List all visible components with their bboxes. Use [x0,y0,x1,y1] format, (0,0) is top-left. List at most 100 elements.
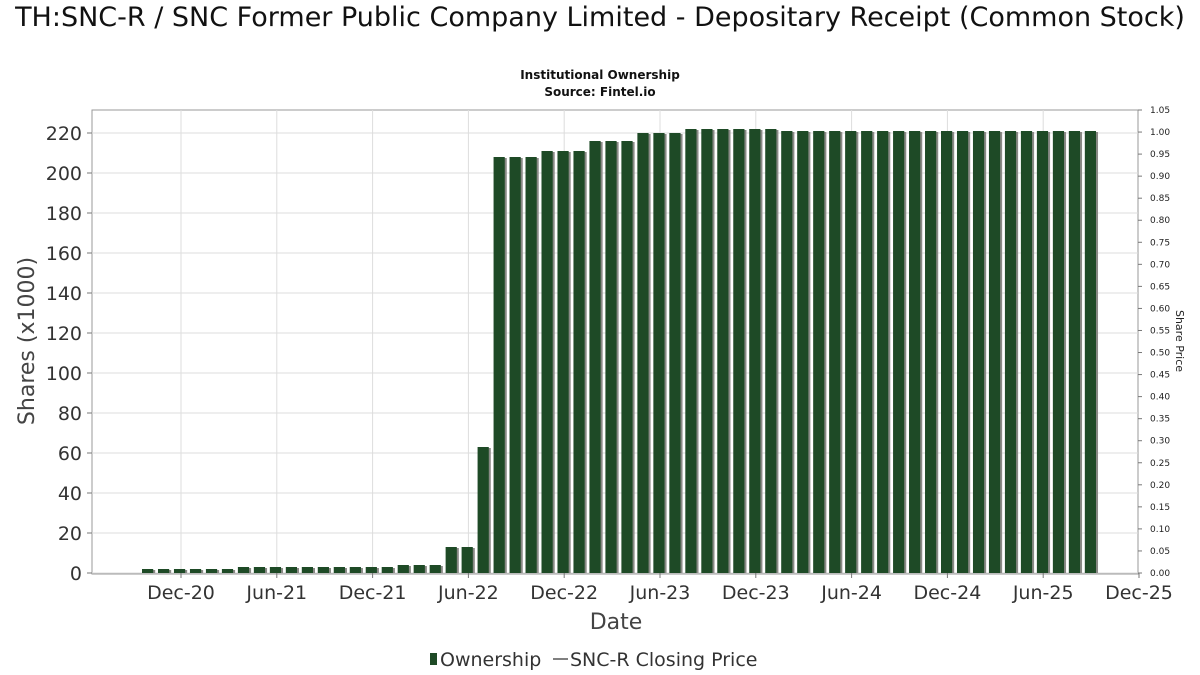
ownership-bar [1004,131,1017,573]
ownership-bar [637,133,649,573]
ownership-bar [956,131,969,573]
ownership-bar [557,151,569,573]
ownership-bar [717,129,729,573]
right-axis-ticks: 0.00 0.05 0.10 0.15 0.20 0.25 0.30 0.35 0.40 0.45… [1138,106,1170,579]
ownership-bar [765,129,777,573]
y-tick-label: 40 [58,483,82,505]
ownership-bar [397,565,409,573]
legend-swatch-ownership [430,653,437,665]
ownership-bar [413,565,425,573]
x-tick-label: Jun-24 [820,582,882,604]
ownership-bar [221,569,234,573]
ownership-bar [142,569,154,573]
ownership-bar [205,569,218,573]
ownership-bar [685,129,697,573]
ownership-bar [477,447,489,573]
x-tick-label: Dec-25 [1105,582,1173,604]
ownership-bar [1052,131,1065,573]
y2-tick-label: 0.75 [1150,238,1170,248]
y2-tick-label: 0.95 [1150,150,1170,160]
ownership-bar [861,131,873,573]
y2-tick-label: 1.05 [1150,106,1170,116]
ownership-bar [1020,131,1033,573]
x-axis-title: Date [590,610,643,635]
x-tick-label: Dec-23 [722,582,790,604]
y-tick-label: 140 [46,283,82,305]
ownership-bar [877,131,889,573]
x-tick-label: Dec-21 [339,582,407,604]
ownership-bar [365,567,377,573]
ownership-bar [541,151,553,573]
ownership-bar [1068,131,1081,573]
y-tick-label: 100 [46,363,82,385]
ownership-bar [972,131,985,573]
y-tick-label: 200 [46,163,82,185]
y2-tick-label: 0.50 [1150,349,1170,359]
legend-label-ownership: Ownership [440,649,541,671]
chart-title: TH:SNC-R / SNC Former Public Company Lim… [15,2,1185,33]
x-tick-label: Jun-23 [629,582,691,604]
ownership-bar [829,131,841,573]
y2-tick-label: 0.35 [1150,415,1170,425]
ownership-bar [317,567,329,573]
ownership-bar [237,567,250,573]
ownership-bar [589,141,601,573]
ownership-bar [813,131,825,573]
ownership-bar [173,569,186,573]
y2-tick-label: 0.45 [1150,371,1170,381]
y2-tick-label: 0.40 [1150,393,1170,403]
y2-tick-label: 0.85 [1150,194,1170,204]
y-tick-label: 120 [46,323,82,345]
ownership-bar [301,567,313,573]
ownership-bar [988,131,1001,573]
ownership-bar [525,157,537,573]
ownership-bar [333,567,345,573]
y2-tick-label: 0.65 [1150,282,1170,292]
ownership-bar [157,569,170,573]
chart-subtitle-ownership: Institutional Ownership [520,68,680,82]
x-axis-ticks: Dec-20 Jun-21 Dec-21 Jun-22 Dec-22 Jun-23 Dec-… [147,573,1173,604]
ownership-bar [381,567,393,573]
ownership-bar [701,129,713,573]
x-tick-label: Jun-25 [1012,582,1074,604]
ownership-bar [621,141,633,573]
x-tick-label: Jun-21 [245,582,307,604]
y2-tick-label: 1.00 [1150,128,1170,138]
x-tick-label: Jun-22 [437,582,499,604]
ownership-bar [733,129,745,573]
y2-tick-label: 0.80 [1150,216,1170,226]
ownership-bar [253,567,266,573]
legend: Ownership SNC-R Closing Price [430,649,757,671]
ownership-bar [1084,131,1097,573]
y2-tick-label: 0.55 [1150,326,1170,336]
x-tick-label: Dec-20 [147,582,215,604]
ownership-bar [461,547,473,573]
y-axis-title: Shares (x1000) [15,257,40,425]
ownership-bar [781,131,793,573]
ownership-bar [605,141,617,573]
ownership-bar [653,133,665,573]
legend-label-price: SNC-R Closing Price [570,649,757,671]
y2-tick-label: 0.70 [1150,260,1170,270]
chart-subtitle-source: Source: Fintel.io [544,85,656,99]
x-tick-label: Dec-24 [913,582,981,604]
left-axis-ticks: 0 20 40 60 80 100 120 140 160 180 200 220 [46,123,92,585]
y2-tick-label: 0.90 [1150,172,1170,182]
ownership-bar [445,547,457,573]
ownership-bar [893,131,905,573]
y2-tick-label: 0.15 [1150,503,1170,513]
ownership-bar [269,567,282,573]
y-tick-label: 60 [58,443,82,465]
ownership-bar [349,567,361,573]
ownership-bar [429,565,441,573]
y-tick-label: 80 [58,403,82,425]
ownership-bar [509,157,521,573]
ownership-bars [142,129,1099,573]
ownership-bar [1036,131,1049,573]
y2-tick-label: 0.00 [1150,569,1170,579]
y2-tick-label: 0.10 [1150,525,1170,535]
ownership-bar [925,131,937,573]
ownership-bar [493,157,505,573]
ownership-bar [797,131,809,573]
y-tick-label: 20 [58,523,82,545]
